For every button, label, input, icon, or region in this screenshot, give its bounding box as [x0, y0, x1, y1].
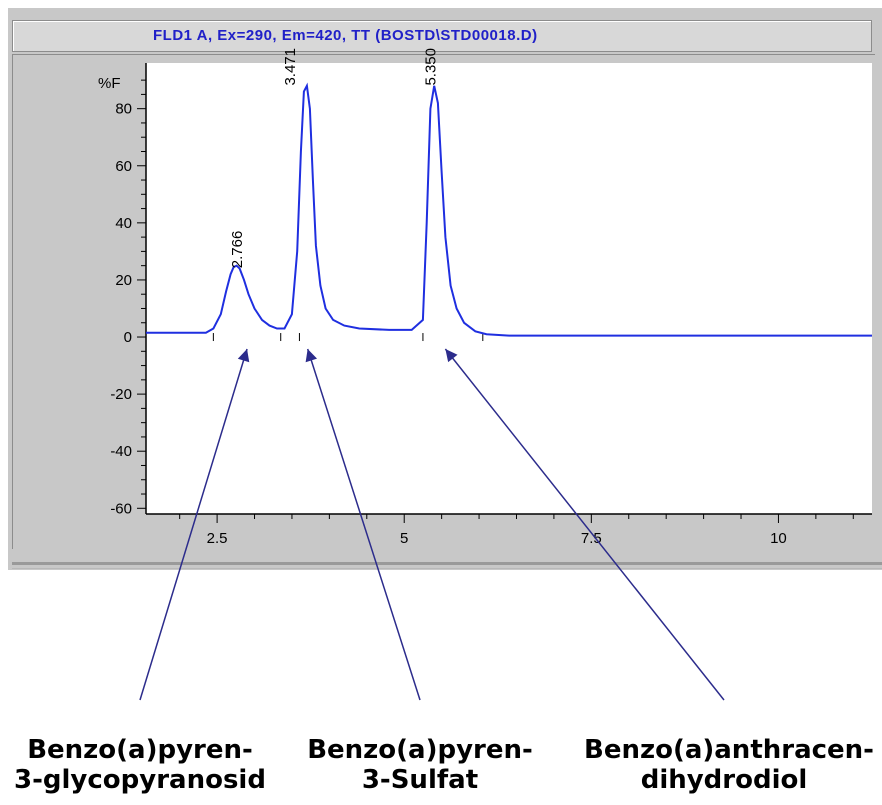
annotation-line-2: 3-Sulfat	[361, 765, 479, 795]
peak-labels: 2.766 3.471 5.350	[229, 48, 439, 268]
x-tick-label: 5	[400, 530, 408, 547]
annotation-label: Benzo(a)anthracen-dihydrodiol	[584, 735, 874, 795]
peak-label: 5.350	[422, 48, 439, 86]
chart-title-bar: FLD1 A, Ex=290, Em=420, TT (BOSTD\STD000…	[12, 20, 872, 52]
annotation-line-1: Benzo(a)pyren-	[307, 735, 533, 765]
y-tick-label: 60	[115, 158, 132, 175]
chromatogram-trace	[146, 82, 872, 337]
annotation-label: Benzo(a)pyren- 3-glycopyranosid	[0, 735, 280, 795]
annotation-arrow-head	[445, 349, 458, 363]
annotation-label: Benzo(a)pyren- 3-Sulfat	[280, 735, 560, 795]
annotation-arrow-head	[305, 349, 318, 363]
plot-area	[146, 63, 872, 514]
annotation-arrow-line	[139, 348, 248, 701]
frame-bottom-edge	[12, 562, 882, 565]
annotation-line-2: dihydrodiol	[640, 765, 808, 795]
annotation-line-2: 3-glycopyranosid	[14, 765, 266, 795]
y-tick-label: 40	[115, 215, 132, 232]
annotation-line-1: Benzo(a)anthracen-	[584, 735, 874, 765]
frame-bottom-edge-2	[12, 568, 882, 569]
x-tick-label: 7.5	[581, 530, 602, 547]
y-tick-label: -40	[110, 443, 132, 460]
ticks: 80 60 40 20 0 -20 -40 -60 2.5 5 7.5 10	[110, 79, 854, 547]
annotation-arrow-line	[306, 348, 421, 701]
axes	[145, 63, 872, 515]
y-tick-label: 20	[115, 272, 132, 289]
annotation-arrow-line	[444, 348, 725, 701]
annotation-line-1: Benzo(a)pyren-	[27, 735, 253, 765]
y-tick-label: 80	[115, 101, 132, 118]
annotation-arrows	[139, 348, 725, 701]
y-axis-label: %F	[98, 75, 121, 92]
y-tick-label: 0	[124, 329, 132, 346]
annotation-arrow-head	[237, 349, 250, 363]
x-tick-label: 2.5	[207, 530, 228, 547]
chart-title: FLD1 A, Ex=290, Em=420, TT (BOSTD\STD000…	[153, 27, 538, 44]
peak-label: 3.471	[282, 48, 299, 86]
y-tick-label: -20	[110, 386, 132, 403]
peak-label: 2.766	[229, 231, 246, 269]
y-tick-label: -60	[110, 500, 132, 517]
x-tick-label: 10	[770, 530, 787, 547]
